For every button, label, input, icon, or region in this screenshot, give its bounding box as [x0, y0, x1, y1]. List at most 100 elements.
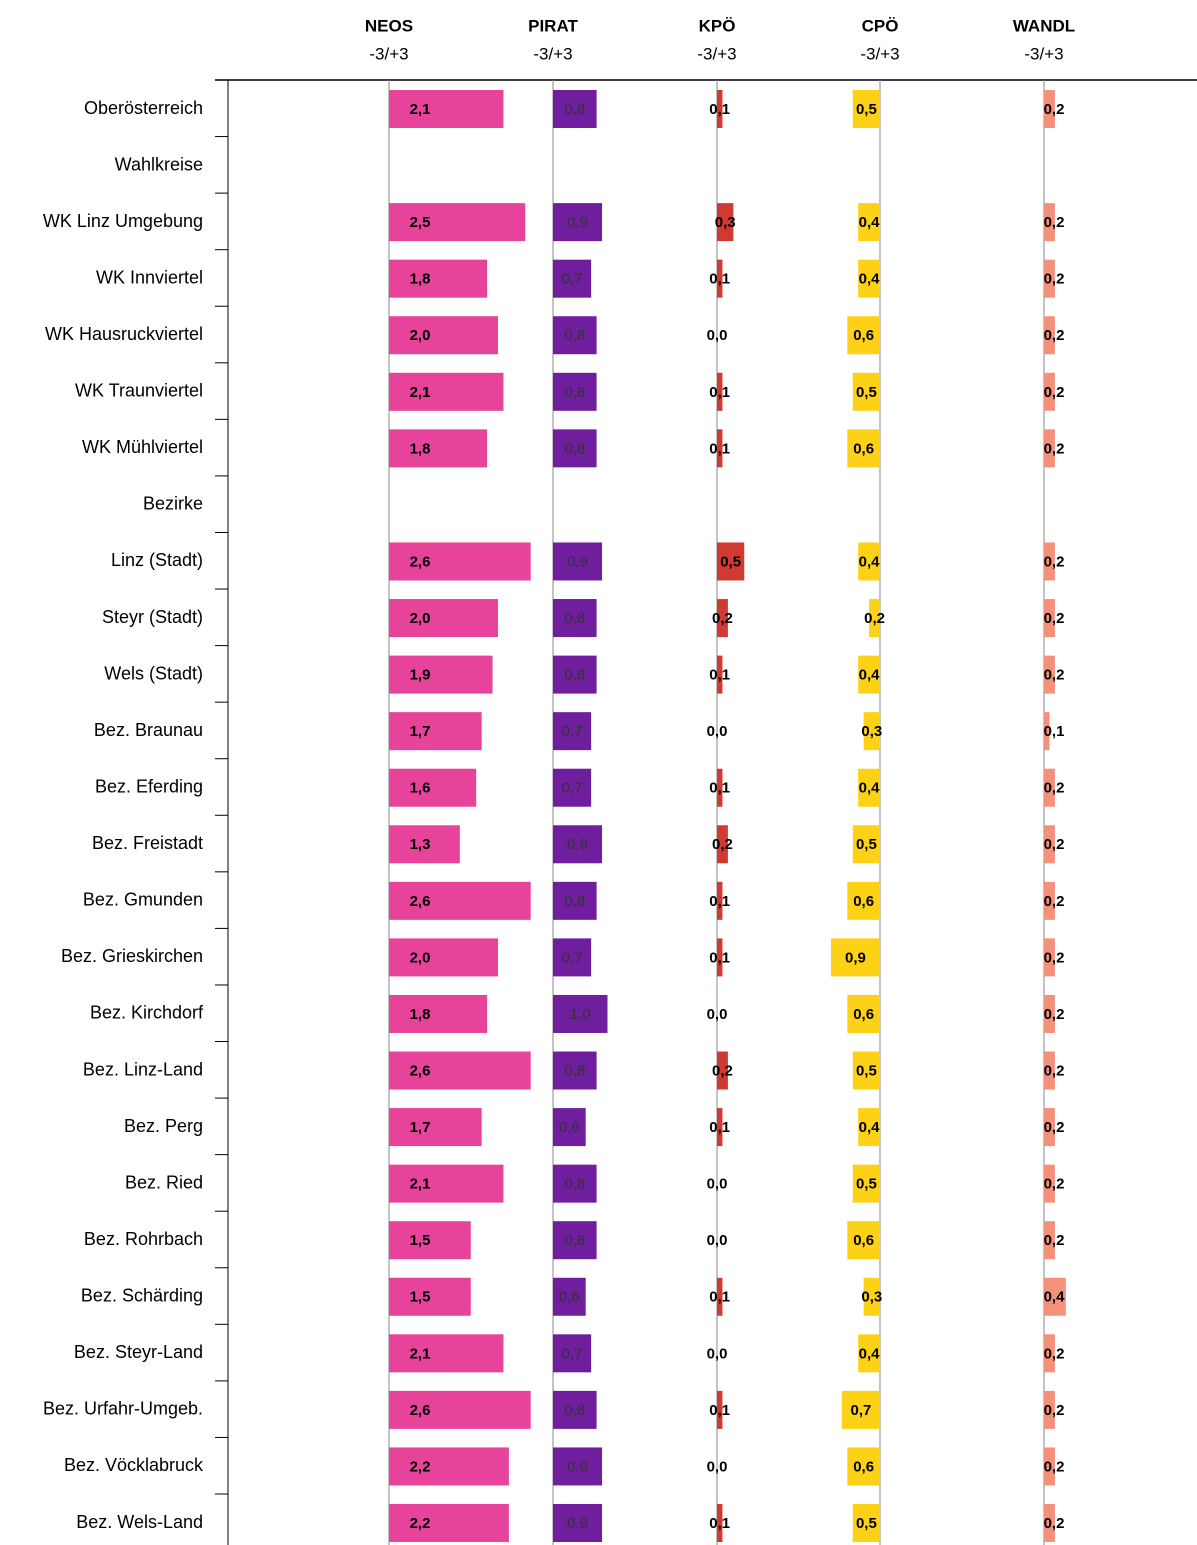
value-label: 0,1 — [709, 384, 730, 401]
category-label: Bez. Wels-Land — [76, 1512, 203, 1532]
value-label: 0,7 — [850, 1402, 871, 1419]
bar — [830, 938, 880, 977]
value-label: 0,2 — [1044, 1458, 1065, 1475]
bar — [1044, 881, 1055, 920]
value-label: 0,5 — [720, 553, 741, 570]
bar — [717, 599, 728, 638]
value-label: 0,2 — [1044, 836, 1065, 853]
value-label: 0,2 — [712, 836, 733, 853]
value-label: 1,8 — [410, 1006, 431, 1023]
category-label: Bez. Steyr-Land — [74, 1342, 203, 1362]
value-label: 2,0 — [410, 949, 431, 966]
value-label: 0,5 — [856, 1515, 877, 1532]
value-label: 2,1 — [410, 1176, 431, 1193]
category-label: Bez. Linz-Land — [83, 1059, 203, 1079]
value-label: 0,2 — [1044, 1176, 1065, 1193]
value-label: 0,4 — [1044, 1289, 1066, 1306]
bar — [717, 1051, 728, 1090]
bar — [553, 994, 608, 1033]
bar — [1044, 994, 1055, 1033]
value-label: 0,2 — [1044, 1232, 1065, 1249]
value-label: 0,8 — [564, 1402, 585, 1419]
bar — [553, 372, 597, 411]
bar — [863, 712, 880, 751]
value-label: 0,5 — [856, 1176, 877, 1193]
bar — [553, 1221, 597, 1260]
value-label: 2,1 — [410, 384, 431, 401]
bar — [847, 1447, 880, 1486]
value-label: 0,1 — [709, 780, 730, 797]
value-label: 0,6 — [853, 1006, 874, 1023]
bar — [1044, 1504, 1055, 1542]
bar — [389, 1221, 471, 1260]
bar — [858, 203, 880, 242]
category-label: Wahlkreise — [115, 154, 203, 174]
value-label: 0,7 — [562, 1345, 583, 1362]
value-label: 0,4 — [859, 1345, 881, 1362]
bar — [858, 768, 880, 807]
bar — [389, 259, 488, 298]
value-label: 0,6 — [853, 440, 874, 457]
value-label: 0,4 — [859, 667, 881, 684]
value-label: 0,2 — [1044, 949, 1065, 966]
series-name: PIRAT — [528, 16, 578, 35]
bar — [1044, 938, 1055, 977]
bar — [1044, 1390, 1055, 1429]
bar — [1044, 599, 1055, 638]
bar — [717, 90, 723, 128]
value-label: 0,9 — [567, 836, 588, 853]
bar — [553, 259, 592, 298]
category-label: WK Traunviertel — [75, 381, 203, 401]
bar — [858, 655, 880, 694]
value-label: 2,6 — [410, 893, 431, 910]
category-label: WK Hausruckviertel — [45, 324, 203, 344]
category-label: WK Linz Umgebung — [43, 211, 203, 231]
bar — [717, 1390, 723, 1429]
value-label: 2,0 — [410, 327, 431, 344]
category-label: Steyr (Stadt) — [102, 607, 203, 627]
bar — [389, 1051, 531, 1090]
value-label: 0,2 — [1044, 1119, 1065, 1136]
bar — [717, 881, 723, 920]
category-label: Linz (Stadt) — [111, 550, 203, 570]
bar — [717, 1277, 723, 1316]
value-label: 1,8 — [410, 271, 431, 288]
value-label: 0,8 — [564, 384, 585, 401]
bar — [1044, 372, 1055, 411]
category-label: Oberösterreich — [84, 98, 203, 118]
bar — [847, 881, 880, 920]
value-label: 1,9 — [410, 667, 431, 684]
value-label: 0,1 — [709, 1289, 730, 1306]
bar — [389, 881, 531, 920]
value-label: 0,0 — [707, 1176, 728, 1193]
value-label: 0,0 — [707, 1006, 728, 1023]
bar — [858, 1108, 880, 1147]
category-label: Bez. Rohrbach — [84, 1229, 203, 1249]
value-label: 2,6 — [410, 553, 431, 570]
value-label: 1,7 — [410, 723, 431, 740]
value-label: 2,1 — [410, 1345, 431, 1362]
value-label: 0,1 — [709, 1402, 730, 1419]
bar — [717, 938, 723, 977]
bar — [858, 259, 880, 298]
bar — [553, 1164, 597, 1203]
value-label: 0,3 — [861, 1289, 882, 1306]
bar — [852, 1164, 880, 1203]
series-name: NEOS — [365, 16, 413, 35]
value-label: 0,8 — [564, 440, 585, 457]
value-label: 0,8 — [564, 667, 585, 684]
bar — [389, 1447, 509, 1486]
value-label: 0,9 — [567, 553, 588, 570]
value-label: 0,1 — [709, 1119, 730, 1136]
series-name: CPÖ — [862, 16, 899, 35]
bar — [553, 542, 603, 581]
value-label: 0,0 — [707, 1232, 728, 1249]
bar — [389, 1334, 504, 1373]
bar — [1044, 1221, 1055, 1260]
value-label: 0,2 — [1044, 384, 1065, 401]
bar — [1044, 316, 1055, 355]
bar — [389, 768, 477, 807]
bar — [1044, 1277, 1066, 1316]
bar — [553, 712, 592, 751]
